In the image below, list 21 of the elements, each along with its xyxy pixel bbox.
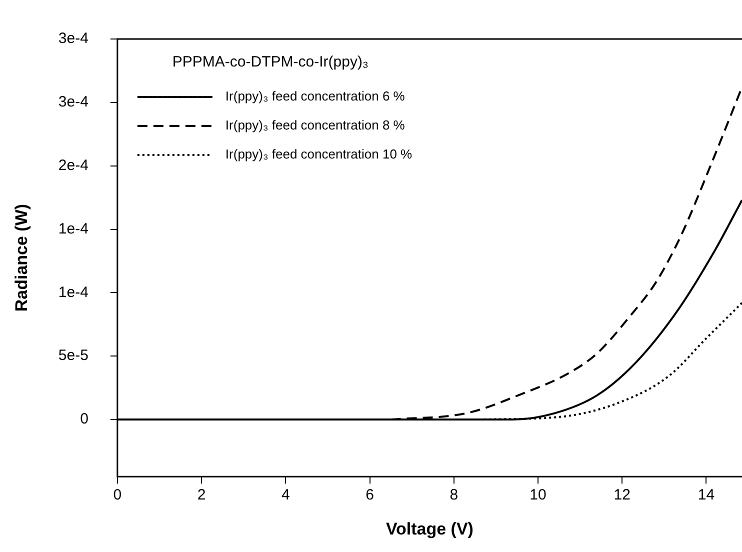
y-axis-title: Radiance (W) [12, 204, 31, 312]
x-tick-label: 6 [366, 486, 374, 504]
y-tick-label: 3e-4 [58, 94, 88, 111]
legend-label: Ir(ppy)₃ feed concentration 10 % [225, 146, 413, 162]
legend-label: Ir(ppy)₃ feed concentration 8 % [225, 118, 406, 133]
x-tick-label: 4 [281, 486, 290, 504]
legend-label: Ir(ppy)₃ feed concentration 6 % [225, 88, 406, 104]
x-tick-label: 2 [197, 486, 206, 504]
x-axis-title: Voltage (V) [386, 519, 474, 538]
x-tick-label: 12 [614, 486, 630, 504]
y-tick-label: 0 [80, 410, 88, 428]
y-tick-label: 3e-4 [58, 30, 88, 48]
x-tick-label: 0 [113, 486, 122, 504]
y-tick-label: 1e-4 [58, 220, 88, 238]
y-tick-label: 2e-4 [58, 156, 88, 174]
legend-title: PPPMA-co-DTPM-co-Ir(ppy)₃ [172, 54, 369, 71]
y-tick-label: 1e-4 [58, 284, 88, 301]
x-tick-label: 8 [450, 486, 458, 504]
x-tick-label: 10 [530, 486, 546, 504]
y-tick-label: 5e-5 [58, 347, 88, 364]
x-tick-label: 14 [698, 486, 715, 504]
